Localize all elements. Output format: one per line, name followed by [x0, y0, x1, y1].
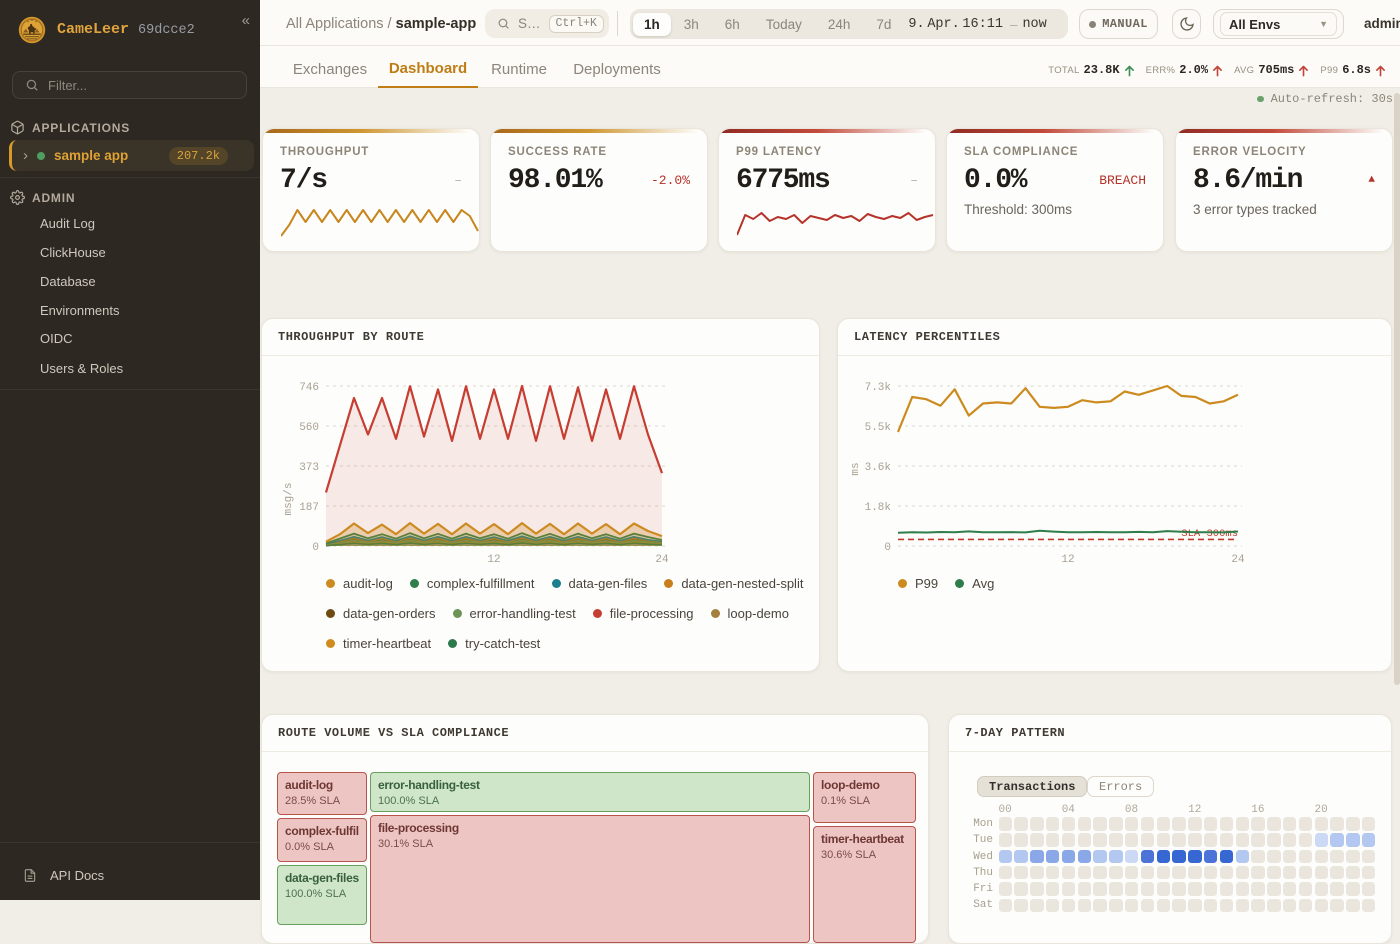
svg-text:5.5k: 5.5k: [865, 422, 892, 434]
svg-text:24: 24: [1231, 554, 1245, 566]
svg-text:0: 0: [312, 542, 319, 554]
svg-text:12: 12: [1061, 554, 1074, 566]
svg-text:msg/s: msg/s: [283, 482, 295, 515]
svg-text:373: 373: [299, 462, 319, 474]
svg-text:187: 187: [299, 502, 319, 514]
svg-text:1.8k: 1.8k: [865, 502, 892, 514]
svg-text:560: 560: [299, 422, 319, 434]
svg-text:7.3k: 7.3k: [865, 382, 892, 394]
svg-text:12: 12: [487, 554, 500, 566]
svg-text:SLA 300ms: SLA 300ms: [1181, 528, 1238, 540]
svg-text:0: 0: [884, 542, 891, 554]
svg-text:24: 24: [655, 554, 669, 566]
svg-text:ms: ms: [850, 462, 862, 475]
svg-text:746: 746: [299, 382, 319, 394]
svg-text:3.6k: 3.6k: [865, 462, 892, 474]
